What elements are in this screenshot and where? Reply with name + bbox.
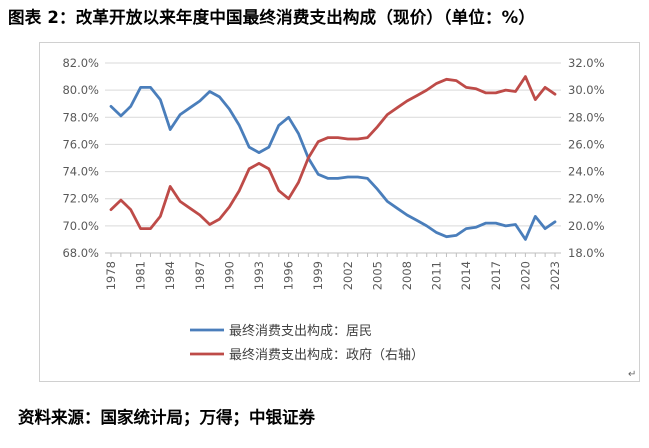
x-tick-label: 2005 [370, 261, 384, 290]
series-line-government [109, 75, 557, 231]
y-right-tick-label: 24.0% [568, 165, 605, 179]
legend-label-resident: 最终消费支出构成：居民 [229, 323, 372, 339]
y-right-tick-label: 22.0% [568, 192, 605, 206]
y-left-tick-label: 82.0% [62, 56, 99, 70]
series-lines [109, 75, 557, 241]
y-right-tick-label: 26.0% [568, 137, 605, 151]
y-left-tick-label: 74.0% [62, 165, 99, 179]
y-left-tick-label: 72.0% [62, 192, 99, 206]
line-chart: 68.0% 70.0% 72.0% 74.0% 76.0% 78.0% 80.0% 82.0%… [62, 56, 604, 363]
x-tick-label: 2023 [548, 261, 562, 290]
y-left-tick-label: 76.0% [62, 137, 99, 151]
x-tick-label: 2017 [489, 261, 503, 290]
legend-label-government: 最终消费支出构成：政府（右轴） [229, 347, 424, 363]
x-tick-label: 1999 [311, 261, 325, 290]
y-right-tick-label: 30.0% [568, 83, 605, 97]
x-tick-label: 2008 [400, 261, 414, 290]
y-left-tick-label: 80.0% [62, 83, 99, 97]
gridlines [105, 62, 561, 254]
y-left-tick-label: 70.0% [62, 219, 99, 233]
x-tick-label: 1981 [134, 261, 148, 290]
x-tick-label: 2002 [341, 261, 355, 290]
y-left-tick-label: 68.0% [62, 246, 99, 260]
source-note: 资料来源：国家统计局；万得；中银证券 [18, 408, 315, 427]
y-left-tick-label: 78.0% [62, 110, 99, 124]
x-tick-label: 1993 [252, 261, 266, 290]
x-tick-label: 1990 [222, 261, 236, 290]
y-right-tick-label: 28.0% [568, 110, 605, 124]
x-tick-label: 1978 [104, 261, 118, 290]
y-right-tick-label: 32.0% [568, 56, 605, 70]
y-right-tick-label: 18.0% [568, 246, 605, 260]
series-line-resident [109, 86, 557, 241]
x-tick-label: 2020 [518, 261, 532, 290]
x-tick-label: 1996 [282, 261, 296, 290]
paragraph-mark-icon: ↵ [628, 369, 637, 380]
y-right-tick-label: 20.0% [568, 219, 605, 233]
x-tick-label: 1987 [193, 261, 207, 290]
figure-title: 图表 2：改革开放以来年度中国最终消费支出构成（现价）（单位：%） [8, 8, 536, 27]
x-tick-label: 2014 [459, 261, 473, 290]
chart-frame: 68.0% 70.0% 72.0% 74.0% 76.0% 78.0% 80.0% 82.0%… [39, 42, 640, 382]
x-tick-label: 2011 [430, 261, 444, 290]
x-tick-label: 1984 [163, 261, 177, 290]
axes: 68.0% 70.0% 72.0% 74.0% 76.0% 78.0% 80.0% 82.0%… [62, 56, 604, 290]
